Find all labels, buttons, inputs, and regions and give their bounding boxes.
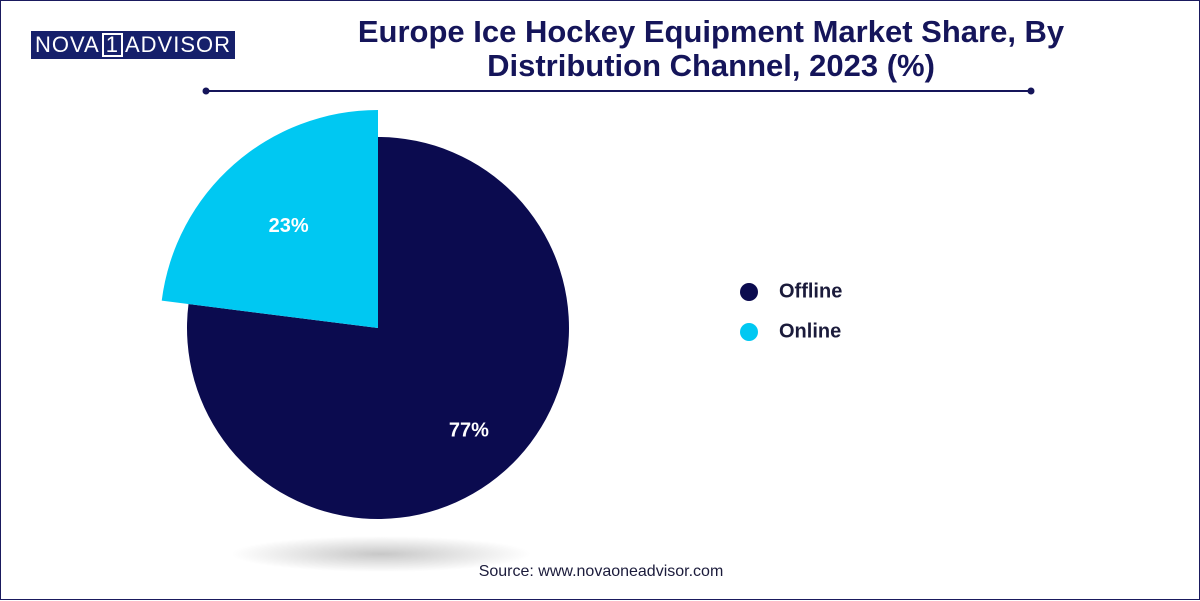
legend-swatch: [740, 283, 758, 301]
chart-title-box: Europe Ice Hockey Equipment Market Share…: [331, 15, 1091, 83]
logo-mark: 1: [101, 33, 123, 57]
data-label: 23%: [269, 215, 309, 237]
chart-title: Europe Ice Hockey Equipment Market Share…: [357, 14, 1065, 83]
source: Source: www.novaoneadvisor.com: [478, 563, 724, 580]
legend-label: Offline: [779, 280, 842, 302]
pie-slice: [187, 137, 570, 519]
logo-text: ADVISOR: [124, 32, 231, 57]
legend-swatch: [740, 323, 758, 341]
pie-shadow: [231, 536, 531, 572]
pie-slice: [161, 110, 378, 328]
rule-dot: [1027, 87, 1035, 95]
legend-label: Online: [779, 320, 841, 342]
rule-dot: [202, 87, 210, 95]
data-label: 77%: [449, 419, 489, 441]
logo: NOVA 1 ADVISOR: [31, 31, 235, 59]
logo-text: NOVA: [35, 32, 100, 57]
